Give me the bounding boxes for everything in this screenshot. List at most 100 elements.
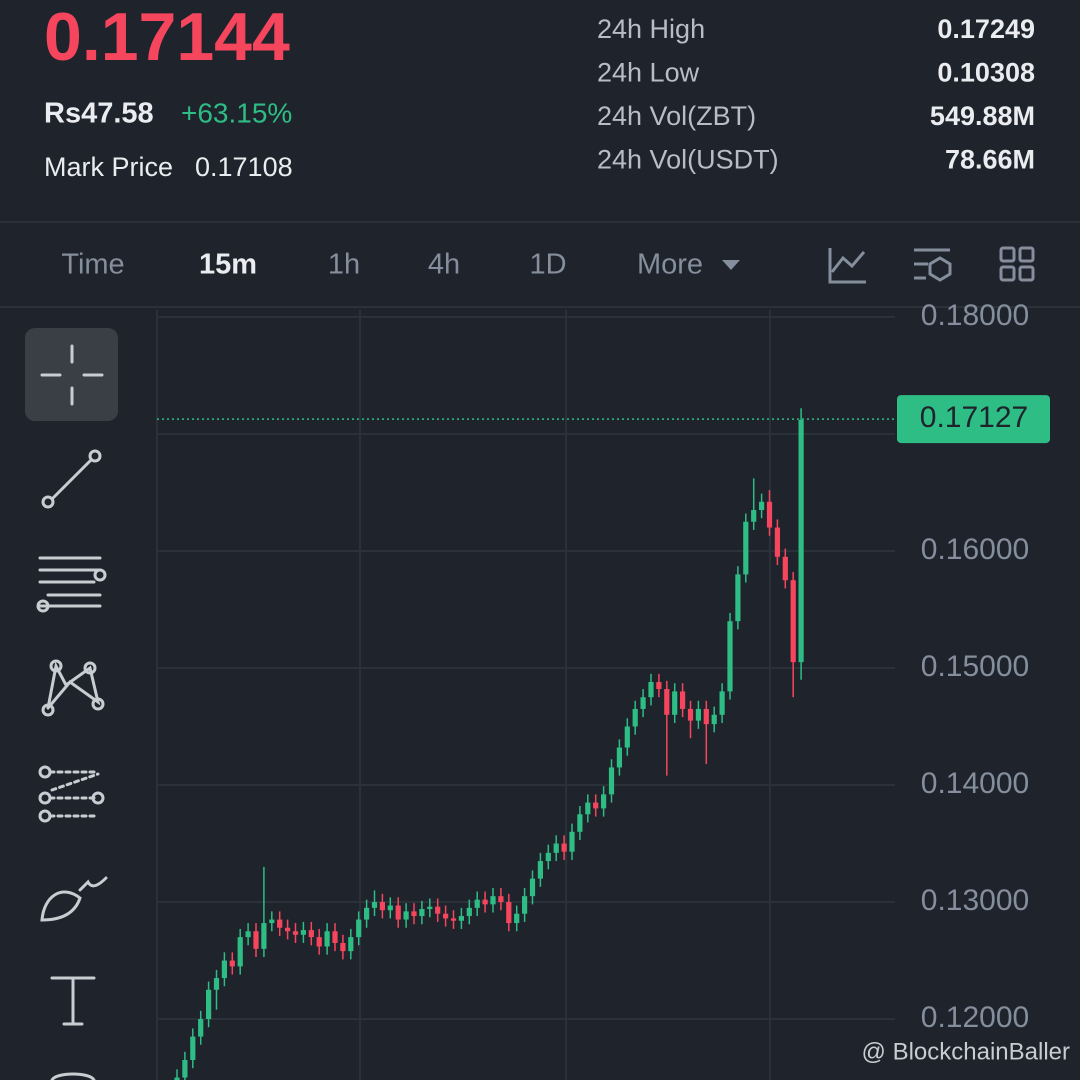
candle-body (743, 521, 749, 575)
candle-body (466, 907, 472, 917)
candle-body (759, 501, 765, 511)
candle-body (529, 878, 536, 897)
icon (83, 661, 97, 675)
candle-body (269, 919, 275, 924)
candle-body (395, 905, 401, 920)
y-tick-label: 0.16000 (921, 533, 1029, 566)
chart-type-icon[interactable] (828, 248, 866, 284)
candle-body (711, 714, 717, 725)
candle-body (624, 726, 630, 748)
candle-body (482, 899, 488, 905)
candle-body (403, 911, 409, 920)
icon (41, 703, 55, 717)
icon (1018, 246, 1035, 263)
candle-body (285, 927, 291, 932)
last-price: 0.17144 (44, 0, 290, 75)
candle-body (695, 708, 701, 721)
candle-body (213, 978, 220, 990)
candle-body (616, 747, 622, 768)
tab[interactable]: 1h (328, 249, 360, 281)
candle-body (735, 574, 741, 622)
tab[interactable]: 4h (428, 249, 460, 281)
parallel-icon[interactable] (38, 556, 102, 608)
icon (999, 265, 1016, 282)
candle-body (537, 861, 543, 879)
candle-body (498, 896, 504, 903)
stat-value: 549.88M (930, 101, 1035, 131)
candle-body (553, 843, 559, 853)
last-price-label: 0.17127 (920, 401, 1028, 434)
icon (91, 697, 105, 711)
stat-value: 0.10308 (937, 58, 1035, 88)
stat-label: 24h High (597, 14, 705, 44)
icon (828, 248, 866, 284)
candle-body (608, 767, 615, 795)
line-icon[interactable] (50, 459, 92, 501)
candle-body (182, 1059, 188, 1078)
candle-body (443, 913, 449, 919)
candle-body (229, 960, 235, 967)
icon (50, 1072, 96, 1080)
stat-label: 24h Vol(USDT) (597, 145, 779, 175)
stat-value: 0.17249 (937, 14, 1035, 44)
icon (36, 599, 50, 613)
text-icon[interactable] (50, 976, 96, 1026)
tab[interactable]: More (637, 249, 703, 281)
candle-body (593, 802, 599, 809)
candle-body (601, 794, 607, 809)
pattern-icon[interactable] (46, 661, 101, 710)
layout-icon[interactable] (999, 246, 1035, 282)
mark-price: 0.17108 (195, 152, 293, 182)
icon (91, 791, 105, 805)
candle-body (569, 831, 575, 852)
crosshair-button[interactable] (25, 328, 118, 421)
fib-icon[interactable] (48, 770, 100, 818)
candle-body (237, 937, 243, 967)
icon (38, 765, 52, 779)
candle-body (514, 913, 520, 924)
tab[interactable]: Time (61, 249, 124, 281)
candle-body (427, 906, 433, 910)
dropdown-arrow (722, 260, 740, 270)
candle-body (506, 902, 512, 924)
tab[interactable]: 1D (529, 249, 566, 281)
indicator-icon[interactable] (914, 248, 952, 282)
candle-body (577, 814, 583, 832)
y-tick-label: 0.14000 (921, 767, 1029, 800)
candle-body (680, 691, 686, 709)
fiat-price: Rs47.58 (44, 98, 154, 130)
stat-label: 24h Low (597, 58, 700, 88)
chart: 0.180000.170000.160000.150000.140000.130… (156, 299, 1050, 1080)
candle-body (308, 930, 314, 938)
last-price-box (897, 395, 1050, 444)
candle-body (435, 906, 441, 914)
candle-body (450, 918, 457, 921)
candle-body (245, 931, 251, 938)
crosshair-icon (40, 344, 104, 406)
candle-body (727, 621, 733, 692)
change: +63.15% (181, 97, 292, 128)
icon (999, 246, 1016, 263)
candle-body (766, 501, 773, 528)
brush-icon[interactable] (40, 876, 108, 922)
tab[interactable]: 15m (199, 249, 257, 281)
y-tick-label: 0.13000 (921, 884, 1029, 917)
candle-body (790, 580, 796, 663)
candle-body (348, 937, 354, 952)
candle-body (198, 1019, 204, 1037)
candle-body (782, 556, 788, 581)
stats: 24h High 0.17249 24h Low 0.10308 24h Vol(ZBT… (597, 14, 1035, 175)
candle-body (458, 916, 464, 921)
toolbar (25, 328, 118, 1080)
candle-body (300, 930, 306, 935)
candle-body (490, 896, 496, 905)
candle-body (798, 419, 804, 663)
icon (914, 248, 950, 280)
candle-body (411, 911, 417, 917)
candle-body (253, 931, 259, 949)
candle-body (474, 899, 480, 908)
candle-body (332, 931, 338, 943)
